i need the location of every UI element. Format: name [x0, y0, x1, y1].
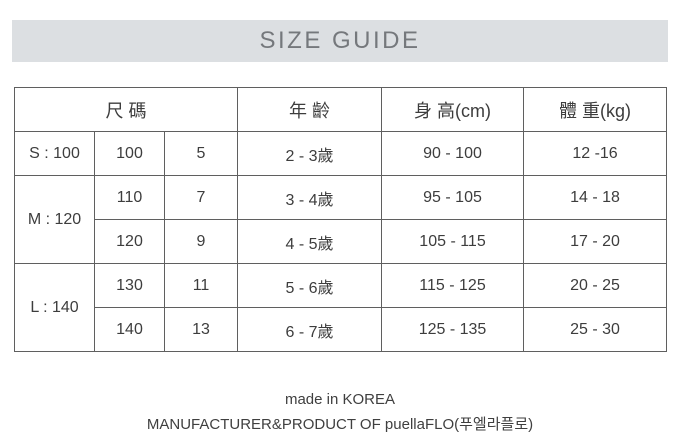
- cell-age: 2 - 3歲: [237, 131, 383, 176]
- cell-size-code: 130: [94, 263, 165, 308]
- column-header-age: 年 齡: [237, 87, 383, 132]
- size-guide-banner: SIZE GUIDE: [12, 20, 668, 62]
- cell-age: 4 - 5歲: [237, 219, 383, 264]
- cell-height: 105 - 115: [381, 219, 525, 264]
- size-guide-table: 尺 碼 年 齡 身 高(cm) 體 重(kg) S : 100 100 5 2 …: [13, 87, 668, 352]
- table-row: 140 13 6 - 7歲 125 - 135 25 - 30: [15, 307, 668, 352]
- cell-age: 5 - 6歲: [237, 263, 383, 308]
- cell-age: 6 - 7歲: [237, 307, 383, 352]
- cell-height: 90 - 100: [381, 131, 525, 176]
- table-row: 120 9 4 - 5歲 105 - 115 17 - 20: [15, 219, 668, 264]
- column-header-weight: 體 重(kg): [523, 87, 668, 132]
- cell-size-num: 9: [163, 219, 239, 264]
- table-row: L : 140 130 11 5 - 6歲 115 - 125 20 - 25: [14, 263, 668, 352]
- cell-height: 115 - 125: [381, 263, 525, 308]
- cell-weight: 25 - 30: [523, 307, 668, 352]
- cell-size-code: 140: [94, 307, 165, 352]
- table-row: M : 120 110 7 3 - 4歲 95 - 105 14 - 18: [14, 175, 668, 264]
- table-row: S : 100 100 5 2 - 3歲 90 - 100 12 -16: [14, 131, 668, 176]
- cell-height: 125 - 135: [381, 307, 525, 352]
- made-in-text: made in KOREA: [284, 391, 396, 408]
- cell-weight: 20 - 25: [523, 263, 668, 308]
- cell-weight: 17 - 20: [523, 219, 668, 264]
- cell-size-group: S : 100: [14, 131, 95, 176]
- cell-size-group: M : 120: [14, 175, 95, 264]
- cell-size-code: 120: [94, 219, 165, 264]
- cell-weight: 14 - 18: [523, 175, 668, 220]
- cell-size-num: 5: [163, 131, 239, 176]
- cell-weight: 12 -16: [523, 131, 668, 176]
- cell-size-num: 13: [163, 307, 239, 352]
- cell-age: 3 - 4歲: [237, 175, 383, 220]
- footer: made in KOREA MANUFACTURER&PRODUCT OF pu…: [0, 391, 680, 434]
- cell-size-num: 7: [163, 175, 239, 220]
- column-header-size: 尺 碼: [13, 87, 239, 132]
- manufacturer-text: MANUFACTURER&PRODUCT OF puellaFLO(푸엘라플로): [146, 416, 534, 433]
- cell-size-code: 100: [94, 131, 165, 176]
- cell-size-code: 110: [94, 175, 165, 220]
- cell-size-num: 11: [163, 263, 239, 308]
- table-header-row: 尺 碼 年 齡 身 高(cm) 體 重(kg): [13, 87, 668, 132]
- page-title: SIZE GUIDE: [259, 27, 421, 54]
- cell-height: 95 - 105: [381, 175, 525, 220]
- cell-size-group: L : 140: [14, 263, 95, 352]
- column-header-height: 身 高(cm): [381, 87, 525, 132]
